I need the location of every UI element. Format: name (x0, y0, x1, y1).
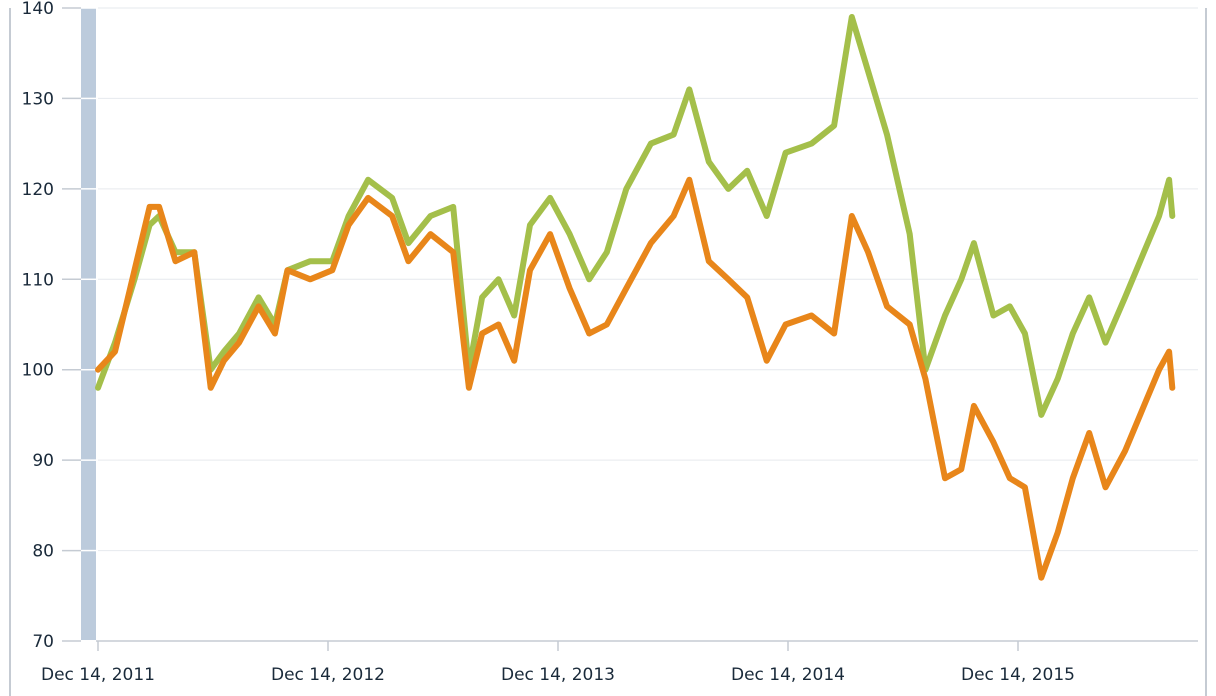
y-tick-label-110: 110 (22, 270, 54, 290)
x-tick-label-2: Dec 14, 2013 (501, 665, 615, 685)
y-tick-label-130: 130 (22, 89, 54, 109)
x-axis-ticks: Dec 14, 2011 Dec 14, 2012 Dec 14, 2013 Dec … (41, 641, 1075, 685)
grid-lines (98, 7, 1198, 552)
x-tick-label-4: Dec 14, 2015 (961, 665, 1075, 685)
series-line-0 (95, 14, 1176, 418)
y-tick-label-80: 80 (32, 542, 54, 562)
y-tick-label-140: 140 (22, 0, 54, 19)
y-tick-label-90: 90 (32, 451, 54, 471)
series-line-1 (95, 176, 1176, 581)
y-axis-ticks: 70 80 90 100 110 120 130 140 (22, 0, 81, 652)
series-lines (95, 14, 1176, 581)
x-tick-label-1: Dec 14, 2012 (271, 665, 385, 685)
x-tick-label-3: Dec 14, 2014 (731, 665, 845, 685)
x-tick-label-0: Dec 14, 2011 (41, 665, 155, 685)
y-tick-label-100: 100 (22, 361, 54, 381)
scroll-rail-ticks (81, 7, 96, 642)
y-tick-label-120: 120 (22, 180, 54, 200)
y-tick-label-70: 70 (32, 632, 54, 652)
vertical-scroll-rail[interactable] (81, 8, 96, 640)
